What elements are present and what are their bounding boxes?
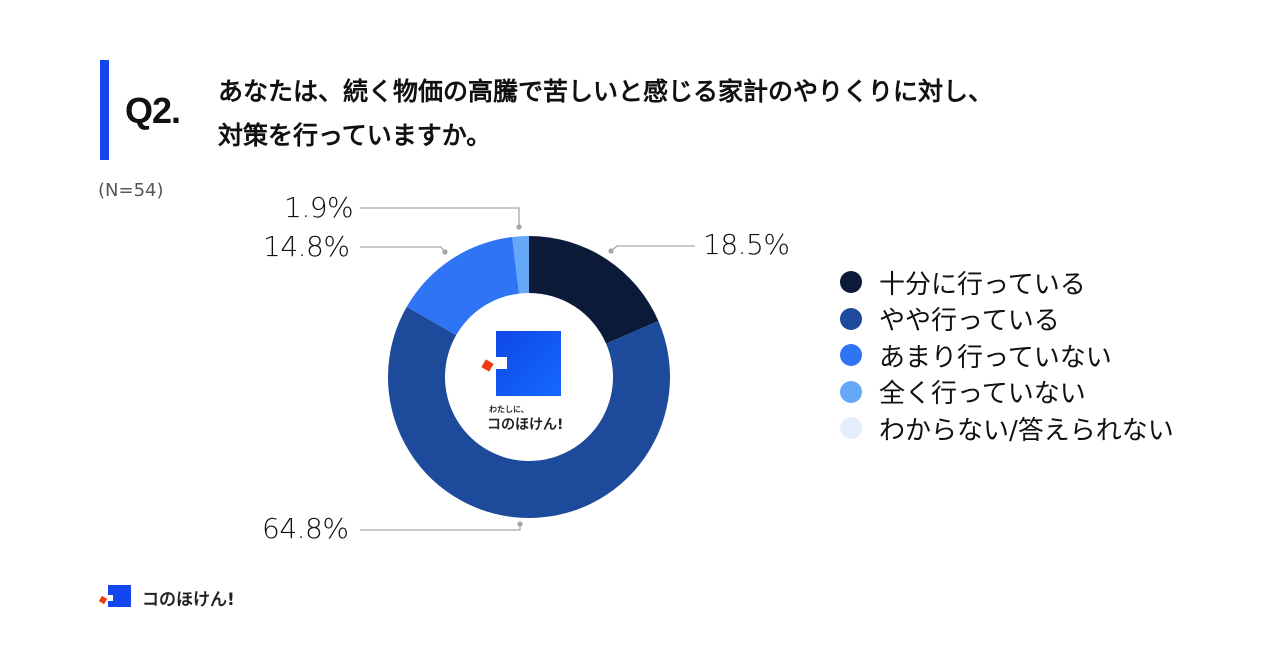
leader-dot-s2 <box>442 249 448 255</box>
leader-dot-s3 <box>516 224 522 230</box>
donut-slices <box>388 236 670 518</box>
donut-slice <box>388 306 670 518</box>
donut-slice <box>512 236 529 294</box>
chart-legend: 十分に行っている やや行っている あまり行っていない 全く行っていない わからな… <box>840 264 1174 447</box>
legend-label: 全く行っていない <box>879 379 1086 410</box>
legend-swatch-icon <box>840 344 862 367</box>
logo-tagline: わたしに、 <box>489 405 529 414</box>
legend-swatch-icon <box>840 271 862 294</box>
donut-slice <box>529 236 659 344</box>
data-label-not-much: 14.8% <box>263 230 350 263</box>
sample-size-label: (N=54) <box>98 180 164 201</box>
leader-line-s3 <box>360 207 520 227</box>
legend-label: やや行っている <box>879 306 1060 337</box>
leader-line-s2 <box>360 246 446 253</box>
footer-logo-red-diamond-icon <box>98 595 108 605</box>
leader-dot-s1 <box>517 521 523 527</box>
leader-dot-s0 <box>608 248 614 254</box>
leader-line-s0 <box>610 245 695 252</box>
logo-notch <box>496 357 507 369</box>
logo-brand-name: コのほけん! <box>487 417 564 433</box>
footer-logo-square-icon <box>108 585 131 607</box>
leader-line-s1 <box>360 525 521 531</box>
data-label-sufficient: 18.5% <box>703 228 790 261</box>
legend-item-not-much: あまり行っていない <box>840 337 1174 374</box>
legend-item-unknown: わからない/答えられない <box>840 410 1174 447</box>
leader-dots <box>442 224 614 527</box>
footer-brand-name: コのほけん! <box>142 590 235 610</box>
legend-item-not-at-all: 全く行っていない <box>840 374 1174 411</box>
legend-swatch-icon <box>840 380 862 403</box>
legend-swatch-icon <box>840 417 862 440</box>
legend-swatch-icon <box>840 307 862 330</box>
center-brand-logo: わたしに、 コのほけん! <box>470 325 590 435</box>
question-accent-bar <box>100 60 109 160</box>
legend-label: あまり行っていない <box>879 342 1112 373</box>
question-title-line2: 対策を行っていますか。 <box>218 121 492 150</box>
logo-red-diamond-icon <box>481 359 494 372</box>
legend-label: わからない/答えられない <box>879 415 1174 446</box>
legend-item-sufficient: 十分に行っている <box>840 264 1174 301</box>
question-title-line1: あなたは、続く物価の高騰で苦しいと感じる家計のやりくりに対し、 <box>218 77 994 106</box>
footer-brand-logo: コのほけん! <box>96 583 296 611</box>
legend-label: 十分に行っている <box>879 269 1086 300</box>
footer-logo-notch <box>108 595 113 601</box>
donut-slice <box>406 237 519 336</box>
data-label-somewhat: 64.8% <box>262 512 349 545</box>
legend-item-somewhat: やや行っている <box>840 301 1174 338</box>
question-number: Q2. <box>125 90 181 131</box>
question-title: あなたは、続く物価の高騰で苦しいと感じる家計のやりくりに対し、 対策を行っていま… <box>218 70 993 158</box>
data-label-not-at-all: 1.9% <box>284 191 354 224</box>
